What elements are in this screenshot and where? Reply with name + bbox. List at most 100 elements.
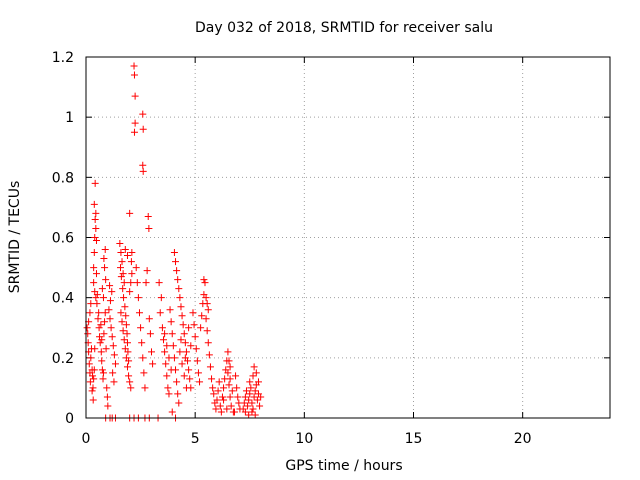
data-point <box>226 363 234 371</box>
data-point <box>139 161 147 169</box>
data-point <box>90 375 98 383</box>
data-point <box>215 378 223 386</box>
data-point <box>167 318 175 326</box>
data-point <box>247 384 255 392</box>
data-point <box>110 351 118 359</box>
data-point <box>120 336 128 344</box>
grid-lines <box>86 57 610 418</box>
data-point <box>117 273 125 281</box>
data-point <box>109 369 117 377</box>
data-point <box>117 249 125 257</box>
data-point <box>251 387 259 395</box>
data-point <box>145 315 153 323</box>
data-point <box>203 327 211 335</box>
data-point <box>220 396 228 404</box>
data-point <box>89 396 97 404</box>
data-point <box>85 360 93 368</box>
data-point <box>185 366 193 374</box>
data-point <box>103 384 111 392</box>
data-point <box>170 354 178 362</box>
data-point <box>130 128 138 136</box>
data-point <box>194 369 202 377</box>
data-point <box>198 312 206 320</box>
data-point <box>141 384 149 392</box>
data-point <box>99 369 107 377</box>
data-point <box>213 396 221 404</box>
data-point <box>93 291 101 299</box>
data-point <box>92 237 100 245</box>
data-point <box>234 393 242 401</box>
data-point <box>249 405 257 413</box>
data-point <box>176 294 184 302</box>
data-point <box>121 246 129 254</box>
data-point <box>93 300 101 308</box>
data-point <box>245 411 253 419</box>
data-point <box>90 249 98 257</box>
data-point <box>128 270 136 278</box>
data-point <box>161 330 169 338</box>
data-point <box>139 354 147 362</box>
data-point <box>212 405 220 413</box>
data-point <box>156 309 164 317</box>
data-point <box>246 378 254 386</box>
data-point <box>107 324 115 332</box>
y-tick-label: 0 <box>65 411 74 427</box>
data-point <box>202 315 210 323</box>
data-point <box>96 339 104 347</box>
data-point <box>121 303 129 311</box>
data-point <box>230 408 238 416</box>
y-tick-label: 0.8 <box>52 170 74 186</box>
data-point <box>191 333 199 341</box>
data-point <box>248 408 256 416</box>
data-point <box>162 360 170 368</box>
data-point <box>203 300 211 308</box>
data-point <box>187 342 195 350</box>
x-tick-label: 0 <box>82 431 91 447</box>
data-point <box>116 240 124 248</box>
data-point <box>92 294 100 302</box>
data-point <box>130 62 138 70</box>
data-point <box>120 294 128 302</box>
data-point <box>119 270 127 278</box>
data-point <box>127 258 135 266</box>
data-point <box>177 303 185 311</box>
data-point <box>161 348 169 356</box>
data-point <box>228 387 236 395</box>
data-point <box>214 387 222 395</box>
data-point <box>257 393 265 401</box>
y-tick-label: 1.2 <box>52 50 74 66</box>
data-point <box>101 318 109 326</box>
data-point <box>192 345 200 353</box>
data-point <box>193 357 201 365</box>
data-point <box>242 387 250 395</box>
data-point <box>248 399 256 407</box>
y-tick-label: 0.4 <box>52 291 74 307</box>
data-point <box>250 363 258 371</box>
data-point <box>123 339 131 347</box>
data-point <box>174 276 182 284</box>
data-point <box>240 399 248 407</box>
data-point <box>138 339 146 347</box>
data-point <box>180 372 188 380</box>
data-point <box>148 348 155 356</box>
data-point <box>122 312 130 320</box>
x-axis-label: GPS time / hours <box>285 458 402 474</box>
data-point <box>104 402 112 410</box>
data-point <box>168 408 176 416</box>
data-point <box>182 384 190 392</box>
data-point <box>201 279 209 287</box>
data-point <box>251 411 259 419</box>
data-point <box>168 330 176 338</box>
data-points <box>83 62 265 422</box>
data-point <box>160 336 168 344</box>
data-point <box>224 369 232 377</box>
data-point <box>210 390 218 398</box>
x-tick-label: 10 <box>295 431 313 447</box>
data-point <box>190 321 198 329</box>
data-point <box>94 315 102 323</box>
data-point <box>89 372 97 380</box>
data-point <box>99 294 107 302</box>
data-point <box>208 375 216 383</box>
data-point <box>181 339 189 347</box>
data-point <box>185 324 193 332</box>
